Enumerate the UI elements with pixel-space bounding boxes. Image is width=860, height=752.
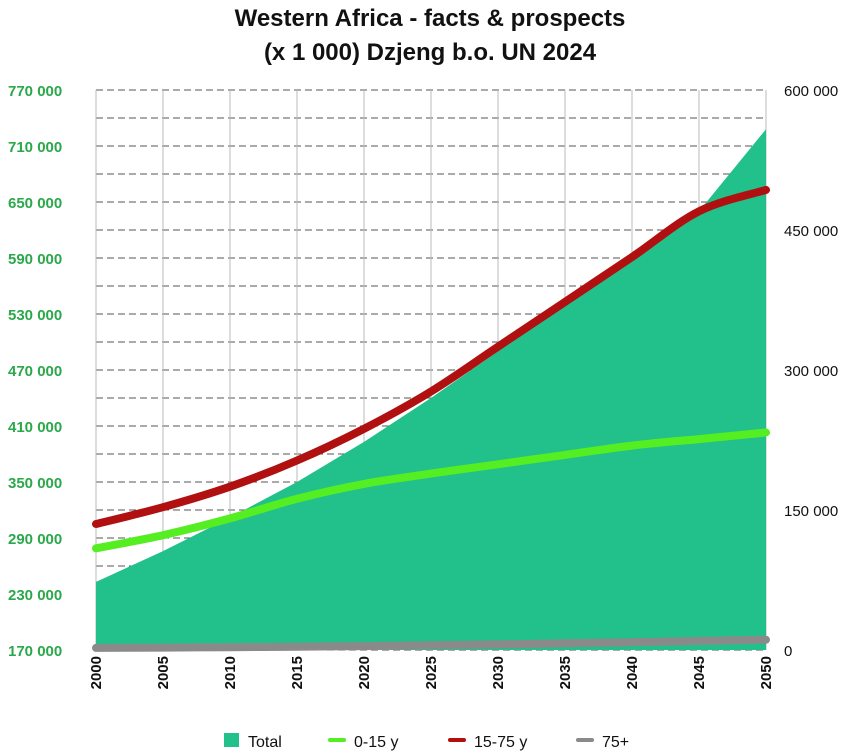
chart-title-line-2: (x 1 000) Dzjeng b.o. UN 2024	[264, 39, 597, 66]
left-tick-label: 350 000	[8, 475, 62, 492]
right-tick-label: 600 000	[784, 83, 838, 100]
left-axis: 170 000 230 000 290 000 350 000 410 000 470 0…	[8, 83, 62, 660]
left-tick-label: 650 000	[8, 195, 62, 212]
chart-title-line-1: Western Africa - facts & prospects	[235, 5, 626, 32]
legend: Total 0-15 y 15-75 y 75+	[224, 733, 629, 751]
line-0-15-y	[92, 428, 770, 553]
legend-label-total: Total	[248, 734, 282, 751]
left-tick-label: 170 000	[8, 643, 62, 660]
x-tick-label: 2025	[423, 656, 440, 689]
left-tick-label: 710 000	[8, 139, 62, 156]
x-tick-label: 2035	[557, 656, 574, 689]
legend-swatch-total	[224, 733, 239, 747]
right-tick-label: 300 000	[784, 363, 838, 380]
x-tick-label: 2030	[490, 656, 507, 689]
x-tick-label: 2015	[289, 656, 306, 689]
line-75-	[92, 635, 770, 652]
legend-label-15-75-y: 15-75 y	[474, 734, 527, 751]
legend-label-0-15-y: 0-15 y	[354, 734, 398, 751]
area-total	[96, 129, 766, 650]
right-axis: 0 150 000 300 000 450 000 600 000	[784, 83, 838, 660]
line-series	[92, 185, 770, 652]
x-tick-label: 2020	[356, 656, 373, 689]
x-tick-label: 2010	[222, 656, 239, 689]
legend-label-75-: 75+	[602, 734, 629, 751]
x-tick-label: 2040	[624, 656, 641, 689]
line-15-75-y	[92, 185, 770, 528]
right-tick-label: 450 000	[784, 223, 838, 240]
right-tick-label: 150 000	[784, 503, 838, 520]
right-tick-label: 0	[784, 643, 792, 660]
left-tick-label: 290 000	[8, 531, 62, 548]
left-tick-label: 770 000	[8, 83, 62, 100]
x-tick-label: 2050	[758, 656, 775, 689]
x-tick-label: 2000	[88, 656, 105, 689]
x-tick-label: 2005	[155, 656, 172, 689]
x-axis: 2000 2005 2010 2015 2020 2025 2030 2035 2040 2045…	[88, 656, 775, 689]
left-tick-label: 530 000	[8, 307, 62, 324]
x-tick-label: 2045	[691, 656, 708, 689]
left-tick-label: 410 000	[8, 419, 62, 436]
area-series	[96, 129, 766, 650]
left-tick-label: 470 000	[8, 363, 62, 380]
left-tick-label: 230 000	[8, 587, 62, 604]
left-tick-label: 590 000	[8, 251, 62, 268]
